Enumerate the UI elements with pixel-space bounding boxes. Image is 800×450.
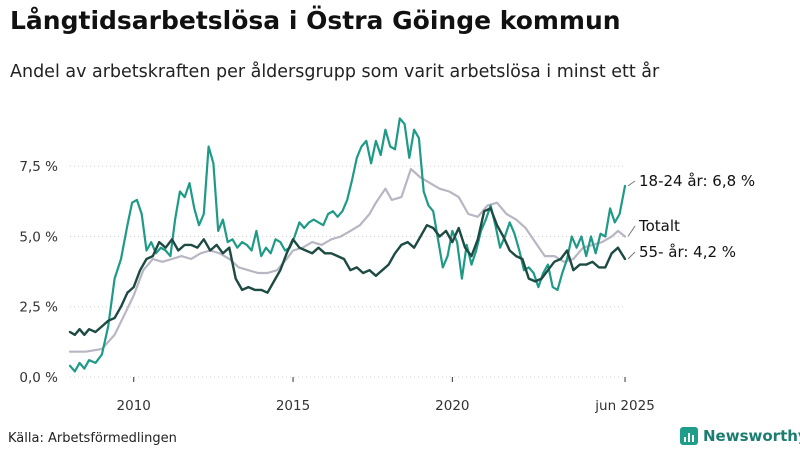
label-leader [627,251,636,260]
label-leader [627,225,636,237]
x-tick-label: 2010 [117,398,151,414]
y-tick-label: 2,5 % [19,300,58,316]
chart-title: Långtidsarbetslösa i Östra Göinge kommun [10,6,621,35]
x-tick-label: 2015 [276,398,310,414]
series-end-label: 55- år: 4,2 % [639,243,736,261]
series-layer [68,117,627,373]
source-note: Källa: Arbetsförmedlingen [8,431,177,446]
x-tick-label: jun 2025 [594,398,655,414]
series-line-old [68,207,627,336]
grid-layer: 0,0 % 2,5 % 5,0 % 7,5 % 2010 2015 2020 jun 2025 [19,159,654,414]
chart-subtitle: Andel av arbetskraften per åldersgrupp s… [10,62,660,82]
series-line-young [68,117,627,373]
y-tick-label: 7,5 % [19,159,58,175]
y-tick-label: 0,0 % [19,370,58,386]
series-end-label: Totalt [638,217,680,235]
x-tick-label: 2020 [435,398,469,414]
brand-name: Newsworthy [703,427,800,445]
bar-chart-icon [680,427,698,445]
y-tick-label: 5,0 % [19,229,58,245]
label-layer: Totalt 18-24 år: 6,8 % 55- år: 4,2 % [627,172,755,261]
series-end-label: 18-24 år: 6,8 % [639,172,755,190]
brand-logo: Newsworthy [680,427,800,445]
label-leader [627,180,636,187]
series-line-total [68,167,627,353]
